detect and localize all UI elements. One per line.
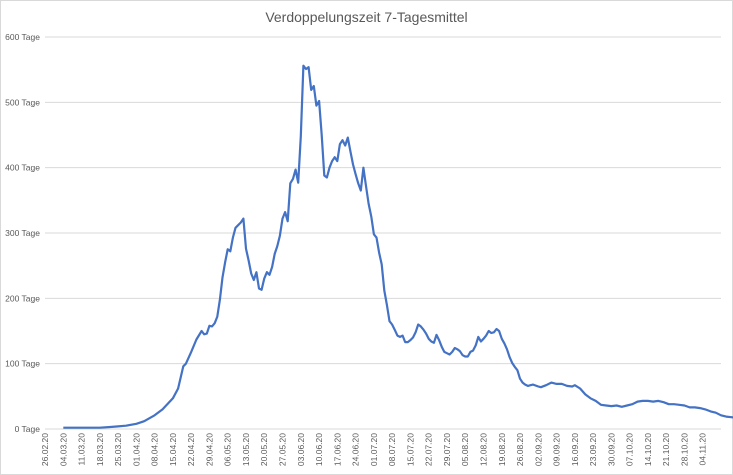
x-tick-label: 11.03.20 xyxy=(77,433,87,466)
x-tick-label: 04.11.20 xyxy=(698,433,708,466)
x-axis-labels: 26.02.20 04.03.20 11.03.20 18.03.20 25.03.20… xyxy=(40,433,708,466)
series-layer xyxy=(63,64,733,429)
series-line-0 xyxy=(63,64,733,429)
x-tick-label: 29.07.20 xyxy=(442,433,452,466)
x-tick-label: 08.04.20 xyxy=(150,433,160,466)
x-tick-label: 26.02.20 xyxy=(40,433,50,466)
x-tick-label: 07.10.20 xyxy=(625,433,635,466)
x-tick-label: 25.03.20 xyxy=(113,433,123,466)
x-tick-label: 19.08.20 xyxy=(497,433,507,466)
x-tick-label: 27.05.20 xyxy=(278,433,288,466)
x-tick-label: 29.04.20 xyxy=(204,433,214,466)
x-tick-label: 04.03.20 xyxy=(58,433,68,466)
x-tick-label: 15.07.20 xyxy=(405,433,415,466)
x-tick-label: 26.08.20 xyxy=(515,433,525,466)
x-tick-label: 17.06.20 xyxy=(332,433,342,466)
x-tick-label: 23.09.20 xyxy=(588,433,598,466)
x-tick-label: 03.06.20 xyxy=(296,433,306,466)
x-tick-label: 22.04.20 xyxy=(186,433,196,466)
x-tick-label: 10.06.20 xyxy=(314,433,324,466)
x-tick-label: 16.09.20 xyxy=(570,433,580,466)
chart-title: Verdoppelungszeit 7-Tagesmittel xyxy=(265,9,468,25)
x-tick-label: 20.05.20 xyxy=(259,433,269,466)
y-tick-label: 500 Tage xyxy=(5,97,40,107)
y-tick-label: 100 Tage xyxy=(5,359,40,369)
x-tick-label: 28.10.20 xyxy=(679,433,689,466)
x-tick-label: 24.06.20 xyxy=(351,433,361,466)
x-tick-label: 02.09.20 xyxy=(533,433,543,466)
x-tick-label: 22.07.20 xyxy=(424,433,434,466)
x-tick-label: 01.07.20 xyxy=(369,433,379,466)
x-tick-label: 13.05.20 xyxy=(241,433,251,466)
x-tick-label: 15.04.20 xyxy=(168,433,178,466)
y-tick-label: 600 Tage xyxy=(5,32,40,42)
y-tick-label: 400 Tage xyxy=(5,163,40,173)
y-tick-label: 0 Tage xyxy=(15,424,41,434)
x-tick-label: 01.04.20 xyxy=(131,433,141,466)
y-tick-label: 200 Tage xyxy=(5,293,40,303)
x-tick-label: 30.09.20 xyxy=(606,433,616,466)
x-tick-label: 12.08.20 xyxy=(478,433,488,466)
x-tick-label: 21.10.20 xyxy=(661,433,671,466)
x-tick-label: 06.05.20 xyxy=(223,433,233,466)
x-tick-label: 14.10.20 xyxy=(643,433,653,466)
x-tick-label: 05.08.20 xyxy=(460,433,470,466)
x-tick-label: 09.09.20 xyxy=(552,433,562,466)
x-tick-label: 18.03.20 xyxy=(95,433,105,466)
gridlines xyxy=(45,36,721,430)
y-axis-labels: 0 Tage 100 Tage 200 Tage 300 Tage 400 Tage 50… xyxy=(5,32,40,434)
y-tick-label: 300 Tage xyxy=(5,228,40,238)
x-tick-label: 08.07.20 xyxy=(387,433,397,466)
